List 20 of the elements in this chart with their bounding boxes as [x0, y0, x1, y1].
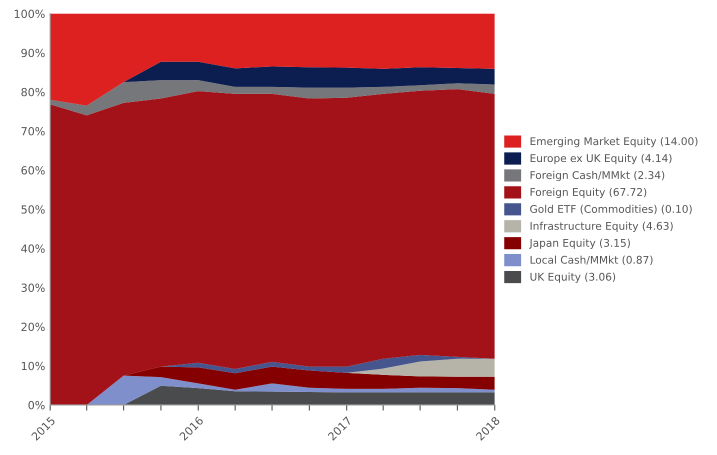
y-tick-label: 0%	[28, 400, 45, 410]
y-tick-label: 10%	[22, 362, 45, 370]
y-tick-label: 70%	[22, 127, 45, 136]
y-tick-label: 40%	[21, 244, 45, 253]
y-tick-label: 90%	[21, 48, 45, 58]
legend-label: Foreign Equity (67.72)	[530, 188, 646, 198]
legend-label: Japan Equity (3.15)	[529, 238, 630, 249]
legend-label: Local Cash/MMkt (0.87)	[530, 256, 653, 266]
legend-label: Emerging Market Equity (14.00)	[530, 137, 698, 148]
y-tick-label: 80%	[21, 88, 45, 96]
y-tick-label: 100%	[14, 10, 45, 18]
y-tick-label: 60%	[21, 166, 45, 175]
legend-label: UK Equity (3.06)	[530, 272, 616, 283]
legend-label: Europe ex UK Equity (4.14)	[530, 154, 672, 164]
y-tick-label: 30%	[21, 284, 45, 292]
legend-label: Foreign Cash/MMkt (2.34)	[530, 170, 664, 182]
y-tick-label: 50%	[21, 205, 45, 214]
legend-label: Gold ETF (Commodities) (0.10)	[530, 204, 692, 214]
legend-label: Infrastructure Equity (4.63)	[530, 222, 673, 232]
y-tick-label: 20%	[21, 322, 45, 332]
